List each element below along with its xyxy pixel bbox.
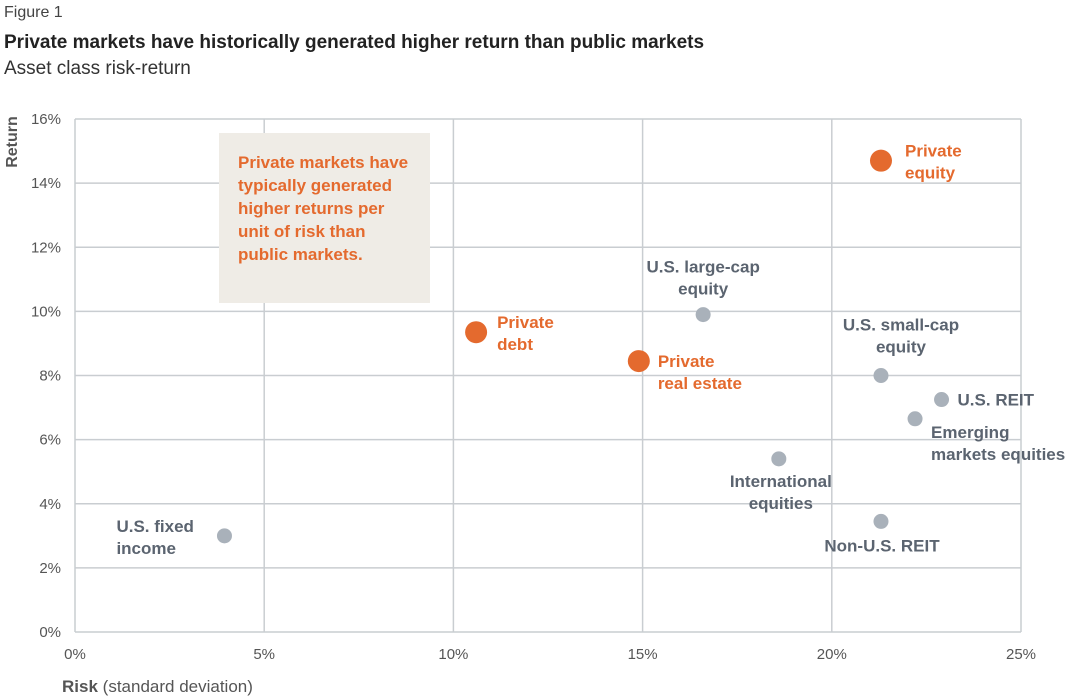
x-axis-label: Risk (standard deviation)	[62, 677, 253, 697]
y-tick-label: 0%	[39, 624, 61, 641]
point-label: U.S. REIT	[958, 391, 1035, 410]
point-label-line: U.S. fixed	[116, 517, 193, 536]
point-label: Private equity	[905, 142, 962, 183]
y-tick-label: 12%	[31, 239, 61, 256]
y-tick-label: 2%	[39, 560, 61, 577]
point-label-line: Private	[658, 352, 715, 371]
x-tick-label: 10%	[438, 646, 468, 663]
point-label-line: U.S. REIT	[958, 391, 1035, 410]
y-tick-label: 10%	[31, 303, 61, 320]
point-label: U.S. small-cap equity	[843, 316, 959, 357]
point-label-line: Non-U.S. REIT	[824, 536, 940, 555]
point-label-line: International	[730, 472, 832, 491]
point-label-line: debt	[497, 335, 533, 354]
y-tick-label: 16%	[31, 111, 61, 128]
point-label: U.S. large-cap equity	[646, 258, 759, 299]
x-axis-label-rest: (standard deviation)	[102, 677, 253, 696]
point-label-line: equity	[678, 280, 729, 299]
x-tick-label: 20%	[817, 646, 847, 663]
y-tick-label: 8%	[39, 368, 61, 385]
point-label-line: Private	[905, 142, 962, 161]
point-label: Non-U.S. REIT	[824, 536, 940, 555]
x-tick-label: 15%	[628, 646, 658, 663]
private-point	[869, 149, 892, 172]
point-label: Emerging markets equities	[931, 423, 1065, 464]
chart-title: Private markets have historically genera…	[4, 32, 705, 53]
private-point	[627, 350, 650, 373]
public-point	[873, 513, 889, 529]
point-label-line: equities	[749, 494, 813, 513]
point-label-line: equity	[905, 164, 956, 183]
y-axis-label: Return	[4, 116, 21, 168]
public-point	[907, 411, 923, 427]
point-label-line: Private	[497, 313, 554, 332]
point-label-line: equity	[876, 338, 927, 357]
y-tick-label: 6%	[39, 432, 61, 449]
x-tick-label: 25%	[1006, 646, 1036, 663]
point-label-line: U.S. large-cap	[646, 258, 759, 277]
private-point	[465, 321, 488, 344]
public-point	[771, 451, 787, 467]
public-point	[695, 307, 711, 323]
figure-label: Figure 1	[4, 4, 63, 21]
x-tick-label: 5%	[253, 646, 275, 663]
public-point	[216, 528, 232, 544]
point-label-line: Emerging	[931, 423, 1009, 442]
point-label: U.S. fixed income	[116, 517, 193, 558]
x-axis-label-bold: Risk	[62, 677, 98, 696]
point-label: Private debt	[497, 313, 554, 354]
x-tick-label: 0%	[64, 646, 86, 663]
point-label-line: real estate	[658, 374, 742, 393]
y-tick-label: 14%	[31, 175, 61, 192]
point-label: Private real estate	[658, 352, 742, 393]
point-label-line: U.S. small-cap	[843, 316, 959, 335]
public-point	[934, 392, 950, 408]
y-tick-label: 4%	[39, 496, 61, 513]
callout-box: Private markets have typically generated…	[219, 133, 430, 303]
chart-subtitle: Asset class risk-return	[4, 58, 191, 79]
point-label-line: markets equities	[931, 445, 1065, 464]
public-point	[873, 368, 889, 383]
point-label: International equities	[730, 472, 832, 513]
point-label-line: income	[116, 539, 176, 558]
